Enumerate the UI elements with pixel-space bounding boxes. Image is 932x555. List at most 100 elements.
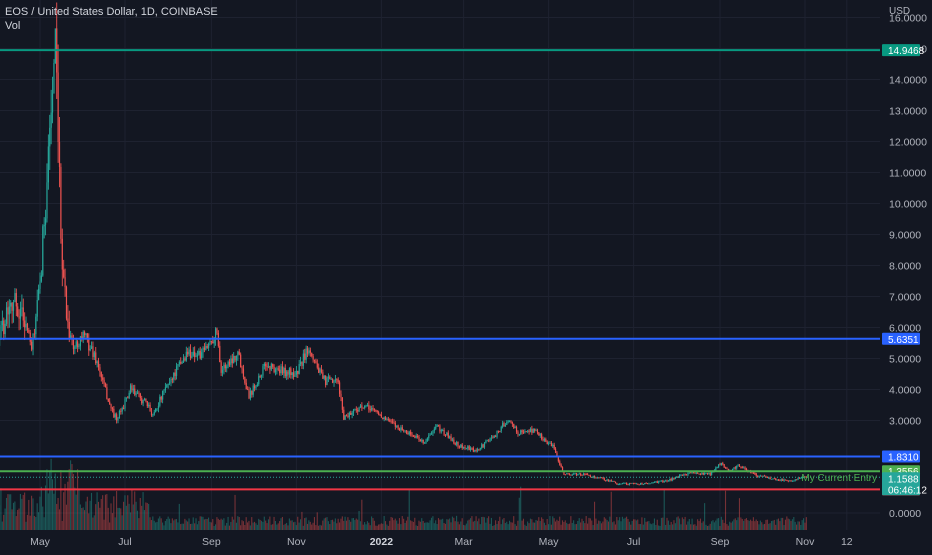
candle [744,466,745,470]
candle-body [579,474,580,475]
candle [705,473,706,474]
symbol-title[interactable]: EOS / United States Dollar, 1D, COINBASE [5,5,218,19]
candle [524,429,525,434]
candle [434,427,435,434]
volume-bar [563,522,564,530]
candle-body [287,372,288,375]
volume-bar [247,522,248,530]
candle [653,482,654,484]
candle-body [421,440,422,442]
volume-bar [56,504,57,530]
volume-bar [480,524,481,530]
level-price-tag-text: 14.9468 [888,46,925,57]
candle-body [491,438,492,439]
candle-body [627,484,628,485]
candle [456,441,457,447]
candle [194,346,195,362]
volume-bar [137,511,138,530]
volume-bar [597,524,598,530]
candle [742,466,743,469]
volume-bar [148,504,149,530]
candle [662,480,663,483]
volume-bar [533,522,534,530]
candle-body [542,439,543,441]
candle [503,422,504,427]
candle-body [470,448,471,450]
volume-bar [228,517,229,530]
candle [530,427,531,432]
candle-body [9,307,10,315]
candle-body [457,442,458,447]
volume-bar [725,491,726,530]
candle-body [554,445,555,449]
volume-bar [414,518,415,530]
candle [764,475,765,477]
volume-indicator-label[interactable]: Vol [5,19,218,33]
candle [442,429,443,432]
volume-bar [424,523,425,530]
candle [789,480,790,481]
candle-body [510,421,511,423]
candle-body [736,466,737,469]
level-price-tag[interactable]: 14.9468 [882,44,925,57]
candle [253,383,254,397]
volume-bar [143,492,144,530]
candle-body [633,483,634,484]
candle [282,361,283,375]
candle [24,312,25,340]
candle [474,450,475,453]
volume-bar [510,522,511,530]
candle [632,483,633,484]
candle [785,479,786,480]
volume-bar [222,520,223,530]
volume-bar [365,524,366,530]
volume-bar [528,523,529,530]
candle [418,435,419,442]
candle [446,432,447,436]
candle [576,473,577,476]
candle-body [267,366,268,367]
level-price-tag[interactable]: 1.8310 [882,451,920,464]
candle-body [268,366,269,367]
candle [169,378,170,385]
candle [414,435,415,438]
candle [382,418,383,420]
volume-bar [317,512,318,530]
candle [608,479,609,481]
candle-body [202,348,203,353]
candle-body [438,425,439,426]
candle-body [108,399,109,402]
candle-body [177,364,178,366]
candle-body [732,469,733,470]
candle-body [254,386,255,389]
candle-body [175,373,176,376]
candle-body [743,468,744,469]
level-price-tag[interactable]: 5.6351 [882,333,920,346]
candle [130,383,131,394]
volume-bar [37,503,38,530]
candle-body [757,476,758,477]
candle-body [541,434,542,439]
volume-bar [744,519,745,530]
candle [740,466,741,468]
candle-body [317,363,318,367]
candle-body [615,482,616,483]
candle [13,300,14,323]
candle-body [319,369,320,372]
volume-bar [634,519,635,530]
volume-bar [237,516,238,530]
candle [219,341,220,362]
volume-bar [131,489,132,530]
candle [371,406,372,412]
grid [0,0,880,530]
current-price-tag-text: 1.1588 [888,474,919,485]
candle [386,417,387,420]
candle-body [778,480,779,481]
candle [364,405,365,409]
volume-bar [712,520,713,530]
candle-body [49,128,50,147]
candle-body [527,431,528,432]
candle-body [574,473,575,474]
